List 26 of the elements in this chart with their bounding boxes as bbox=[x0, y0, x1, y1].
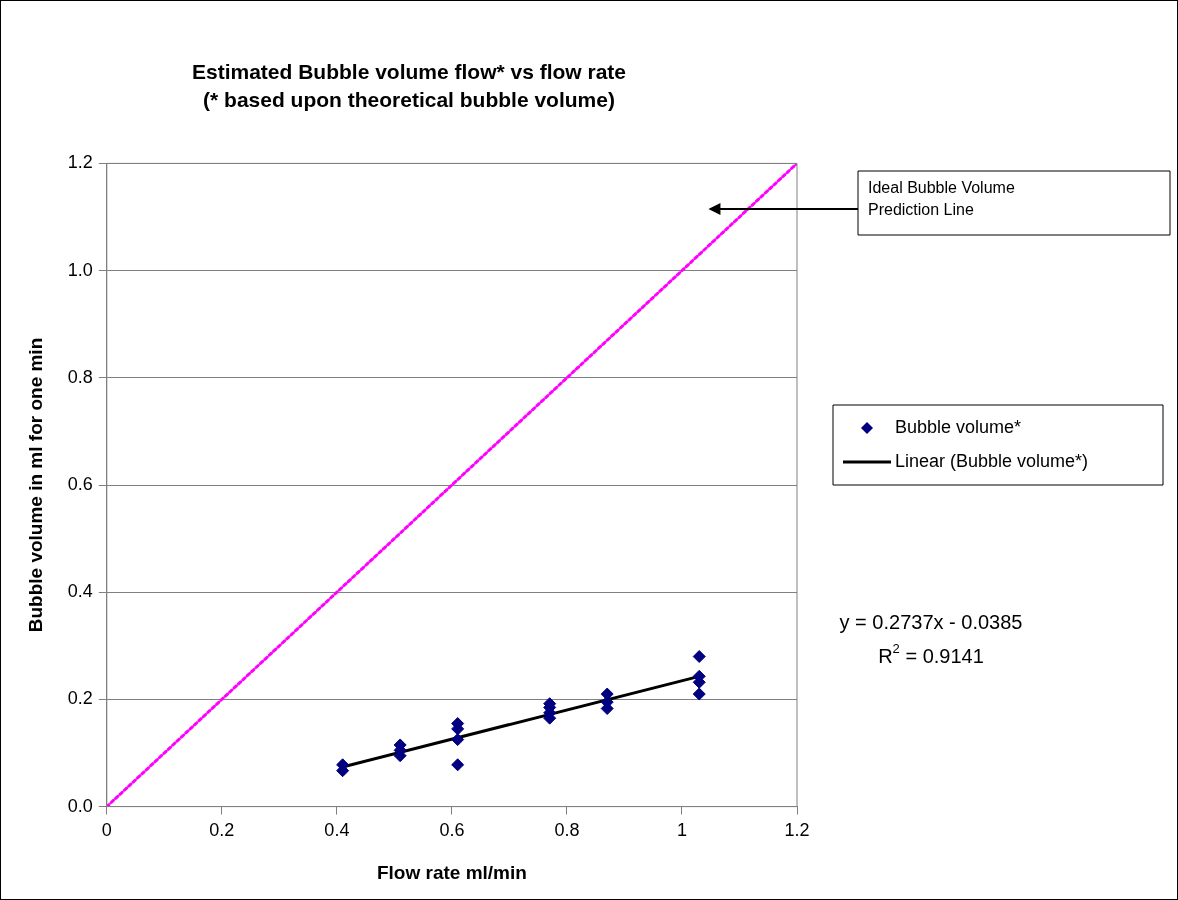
chart-title: Estimated Bubble volume flow* vs flow rate bbox=[191, 60, 627, 84]
y-tick-label: 1.2 bbox=[67, 152, 93, 173]
x-tick-label: 1 bbox=[676, 820, 687, 841]
x-tick-label: 0.8 bbox=[554, 820, 580, 841]
y-axis-title: Bubble volume in ml for one min bbox=[24, 337, 46, 633]
point bbox=[692, 650, 706, 664]
x-tick-label: 0.4 bbox=[324, 820, 350, 841]
y-tick-label: 0.4 bbox=[67, 581, 93, 602]
x-tick-label: 0 bbox=[101, 820, 112, 841]
text: Ideal Bubble Volume Prediction Line bbox=[868, 179, 1015, 219]
point bbox=[451, 758, 465, 772]
x-tick-label: 0.6 bbox=[439, 820, 465, 841]
point bbox=[451, 733, 465, 747]
chart-subtitle: (* based upon theoretical bubble volume) bbox=[203, 87, 615, 111]
point bbox=[692, 687, 706, 701]
x-tick-label: 1.2 bbox=[784, 820, 810, 841]
y-tick-label: 0.0 bbox=[67, 795, 93, 816]
y-tick-label: 0.2 bbox=[67, 688, 93, 709]
legend-label: Linear (Bubble volume*) bbox=[895, 450, 1089, 471]
x-axis-title: Flow rate ml/min bbox=[376, 861, 527, 883]
y-tick-label: 0.6 bbox=[67, 473, 93, 494]
text: y = 0.2737x - 0.0385 bbox=[839, 610, 1023, 633]
x-tick-label: 0.2 bbox=[209, 820, 235, 841]
y-tick-label: 1.0 bbox=[67, 259, 93, 280]
y-tick-label: 0.8 bbox=[67, 366, 93, 387]
legend-label: Bubble volume* bbox=[895, 416, 1022, 437]
